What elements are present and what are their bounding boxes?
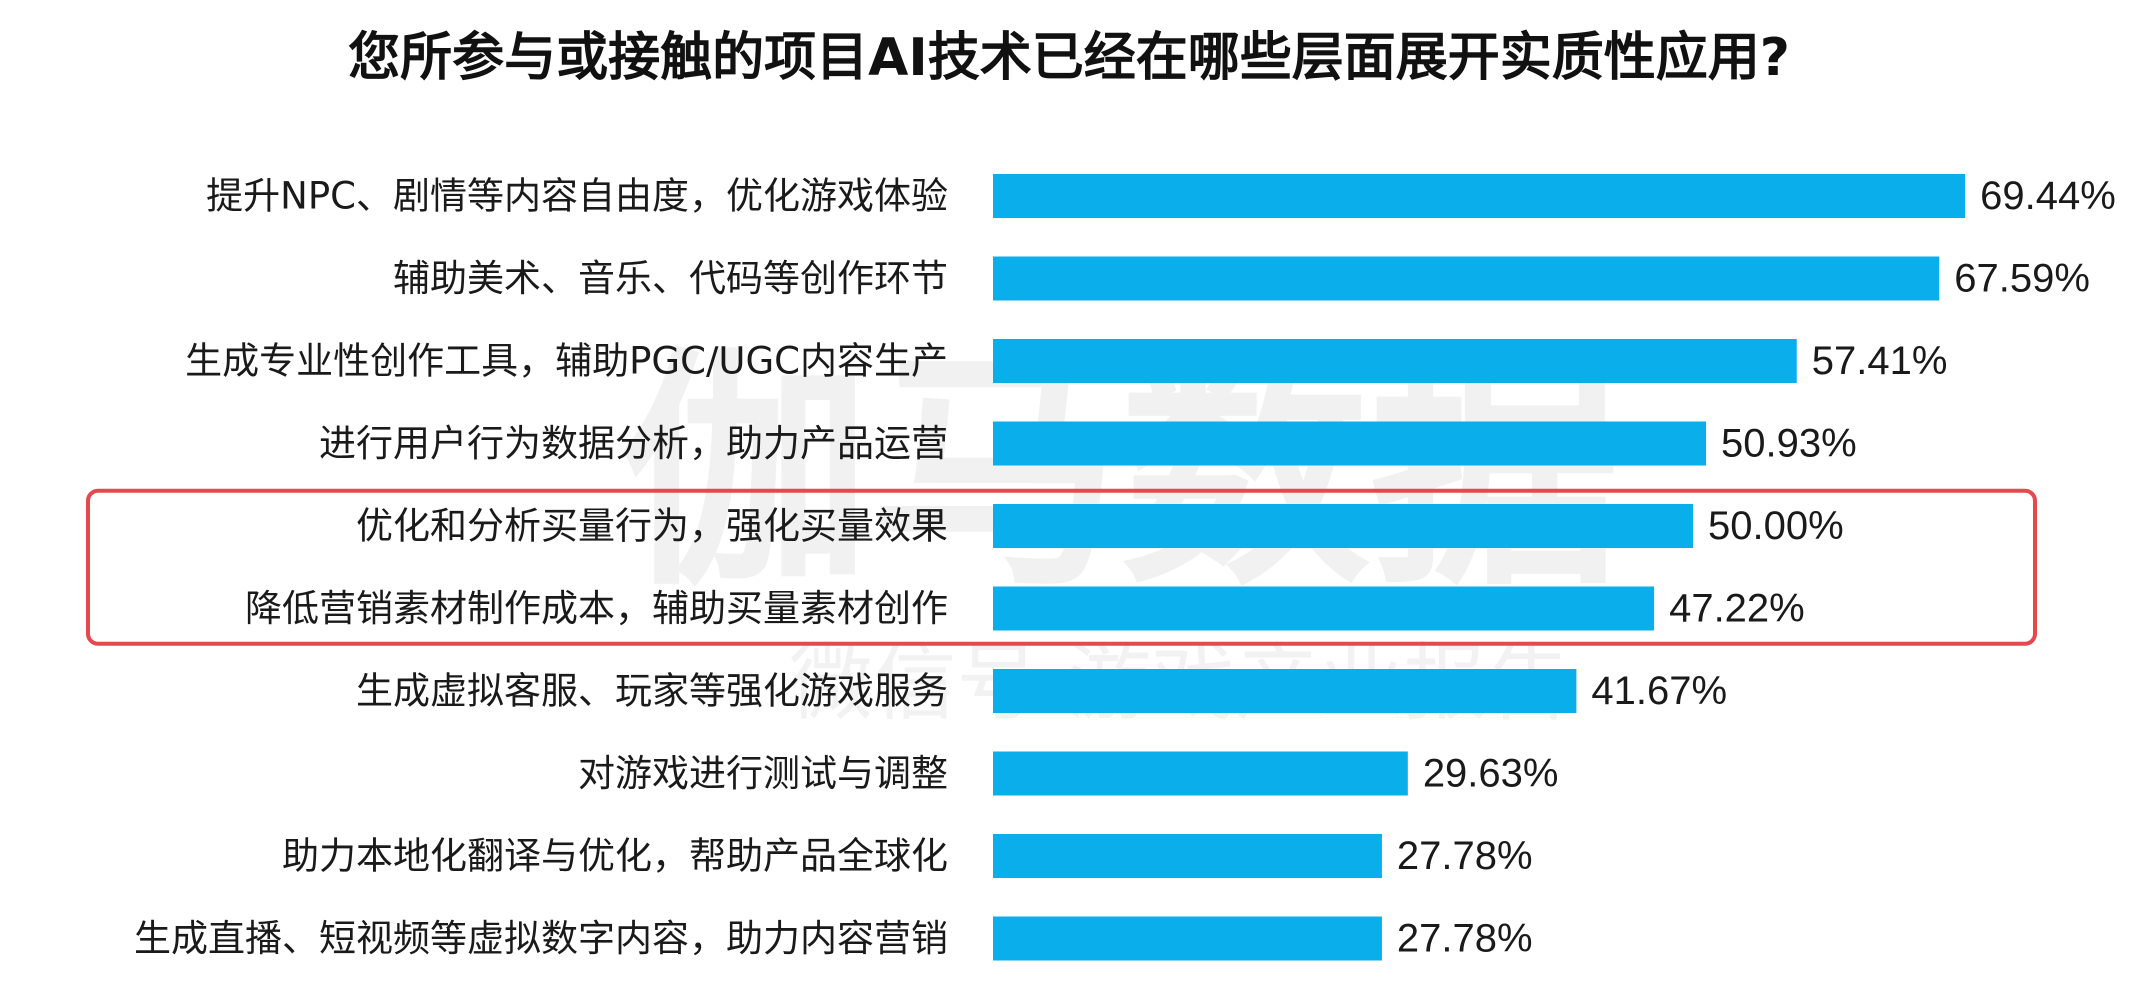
chart-title: 您所参与或接触的项目AI技术已经在哪些层面展开实质性应用? [348,28,1790,88]
bar [993,669,1577,713]
value-label: 50.00% [1708,504,1844,548]
category-label: 对游戏进行测试与调整 [578,752,948,795]
bar-rows: 提升NPC、剧情等内容自由度，优化游戏体验 69.44% 辅助美术、音乐、代码等创作… [134,174,2116,961]
value-label: 27.78% [1397,917,1533,961]
bar [993,174,1966,218]
bar [993,916,1382,961]
bar-row: 对游戏进行测试与调整 29.63% [578,751,1559,796]
value-label: 67.59% [1954,257,2090,301]
bar-row: 降低营销素材制作成本，辅助买量素材创作 47.22% [245,586,1805,631]
bar-row: 提升NPC、剧情等内容自由度，优化游戏体验 69.44% [206,174,2116,218]
category-label: 生成直播、短视频等虚拟数字内容，助力内容营销 [134,917,948,960]
category-label: 进行用户行为数据分析，助力产品运营 [319,422,948,465]
value-label: 27.78% [1397,834,1533,878]
bar-row: 助力本地化翻译与优化，帮助产品全球化 27.78% [282,834,1533,878]
bar [993,586,1655,631]
category-label: 助力本地化翻译与优化，帮助产品全球化 [282,835,948,878]
bar-row: 进行用户行为数据分析，助力产品运营 50.93% [319,421,1857,466]
bar [993,256,1940,301]
bar [993,751,1408,796]
category-label: 降低营销素材制作成本，辅助买量素材创作 [245,587,948,630]
bar [993,421,1707,466]
bar-row: 生成直播、短视频等虚拟数字内容，助力内容营销 27.78% [134,916,1533,961]
highlight-group [86,488,2037,646]
highlight-box [86,488,2037,646]
bar-row: 生成专业性创作工具，辅助PGC/UGC内容生产 57.41% [185,339,1947,383]
bar [993,504,1693,548]
bar-row: 优化和分析买量行为，强化买量效果 50.00% [356,504,1844,548]
value-label: 29.63% [1423,752,1559,796]
category-label: 优化和分析买量行为，强化买量效果 [356,505,948,548]
bar [993,339,1797,383]
bar-row: 生成虚拟客服、玩家等强化游戏服务 41.67% [356,669,1727,713]
bar [993,834,1382,878]
category-label: 生成虚拟客服、玩家等强化游戏服务 [356,670,948,713]
value-label: 47.22% [1669,587,1805,631]
value-label: 57.41% [1812,339,1948,383]
value-label: 69.44% [1980,174,2116,218]
bar-row: 辅助美术、音乐、代码等创作环节 67.59% [393,256,2090,301]
category-label: 生成专业性创作工具，辅助PGC/UGC内容生产 [185,340,948,383]
category-label: 辅助美术、音乐、代码等创作环节 [393,257,948,300]
value-label: 50.93% [1721,422,1857,466]
category-label: 提升NPC、剧情等内容自由度，优化游戏体验 [206,175,948,218]
value-label: 41.67% [1591,669,1727,713]
